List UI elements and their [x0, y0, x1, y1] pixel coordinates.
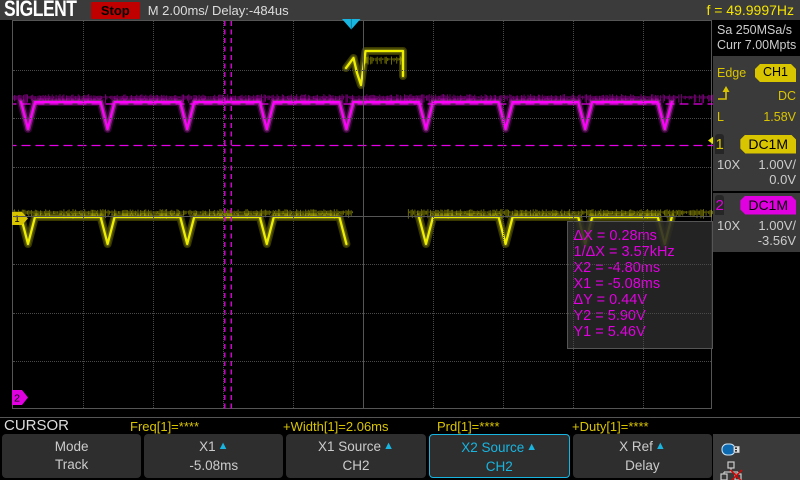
svg-text:2: 2 [14, 392, 20, 404]
